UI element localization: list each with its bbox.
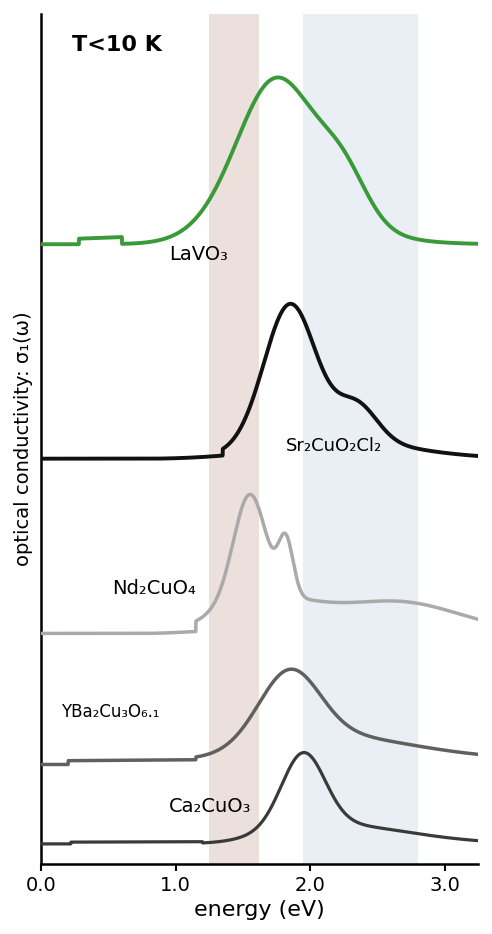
Text: LaVO₃: LaVO₃	[169, 245, 228, 264]
Text: Nd₂CuO₄: Nd₂CuO₄	[113, 579, 196, 598]
Text: Ca₂CuO₃: Ca₂CuO₃	[169, 797, 251, 816]
Bar	[209, 14, 259, 864]
X-axis label: energy (eV): energy (eV)	[194, 900, 325, 920]
Text: YBa₂Cu₃O₆.₁: YBa₂Cu₃O₆.₁	[62, 702, 160, 721]
Bar	[304, 14, 418, 864]
Text: T<10 K: T<10 K	[72, 35, 162, 55]
Y-axis label: optical conductivity: σ₁(ω): optical conductivity: σ₁(ω)	[14, 312, 33, 566]
Text: Sr₂CuO₂Cl₂: Sr₂CuO₂Cl₂	[286, 437, 382, 455]
